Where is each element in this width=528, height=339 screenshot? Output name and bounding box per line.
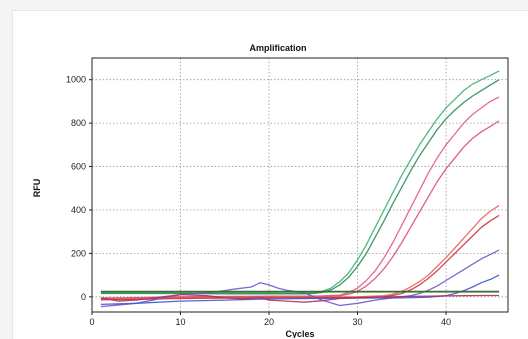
- x-tick-label: 20: [264, 317, 274, 327]
- y-tick-label: 0: [81, 292, 86, 302]
- x-tick-label: 40: [441, 317, 451, 327]
- chart-title: Amplification: [249, 43, 306, 53]
- series-line-7: [100, 249, 500, 308]
- y-axis-label: RFU: [32, 179, 42, 198]
- series-line-6: [100, 214, 500, 301]
- y-tick-label: 400: [71, 205, 86, 215]
- y-tick-label: 1000: [66, 75, 86, 85]
- y-tick-label: 800: [71, 118, 86, 128]
- x-tick-label: 10: [176, 317, 186, 327]
- series-line-2: [100, 79, 500, 295]
- gridlines: [92, 58, 508, 312]
- series-line-9: [100, 293, 500, 303]
- y-tick-label: 600: [71, 162, 86, 172]
- x-tick-label: 0: [89, 317, 94, 327]
- x-axis-label: Cycles: [285, 329, 314, 338]
- x-tick-label: 30: [353, 317, 363, 327]
- plot-frame: [91, 57, 509, 313]
- series-group: [100, 70, 500, 308]
- series-line-8: [100, 274, 500, 306]
- y-tick-label: 200: [71, 248, 86, 258]
- series-line-1: [100, 70, 500, 294]
